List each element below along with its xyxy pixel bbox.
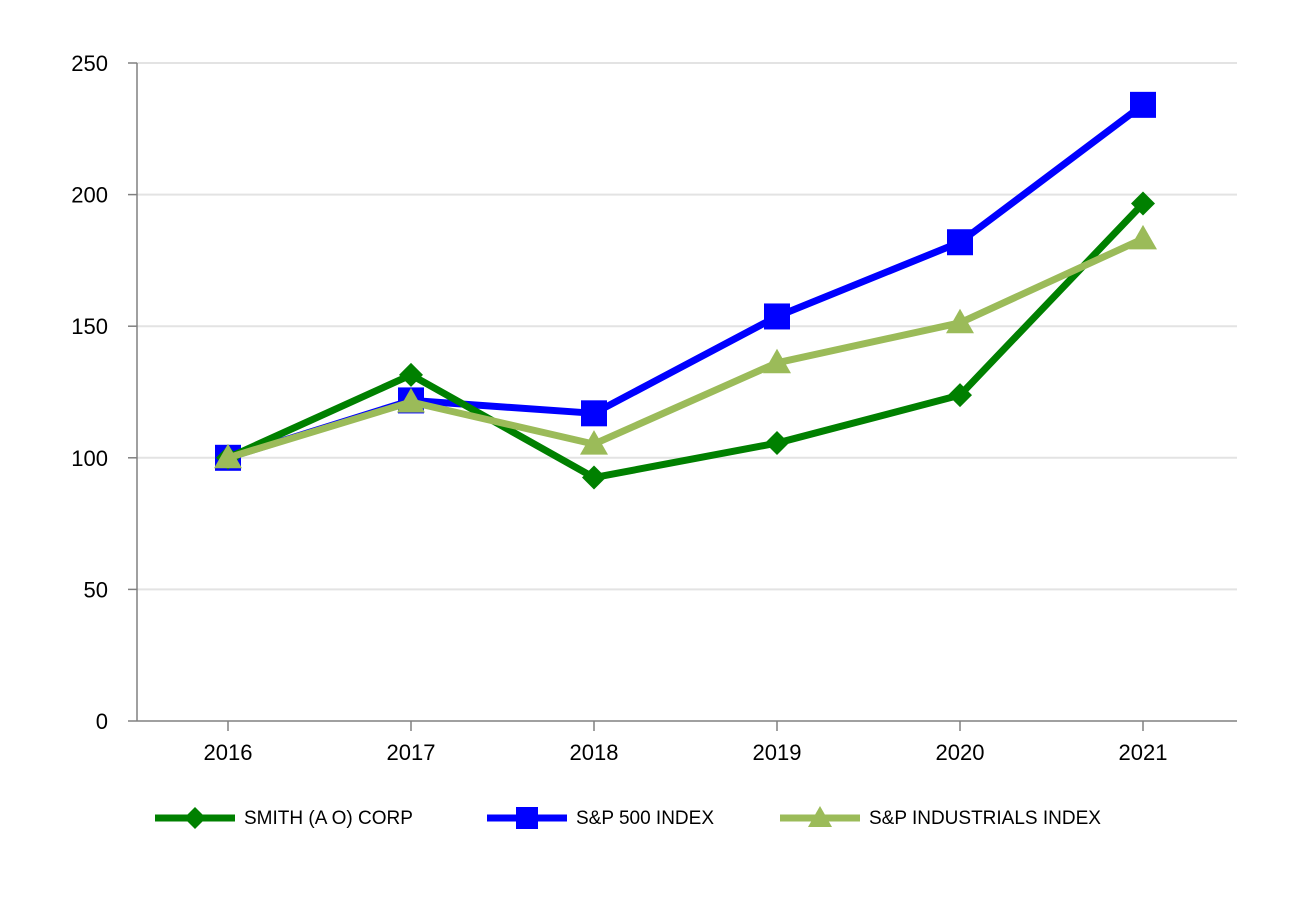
y-tick-label: 100 [71, 446, 108, 471]
data-point-square [947, 229, 973, 256]
data-point-diamond [948, 383, 972, 408]
legend-item: S&P INDUSTRIALS INDEX [780, 806, 1101, 829]
x-tick-label: 2019 [753, 740, 802, 765]
series-1 [215, 91, 1156, 471]
data-point-diamond [765, 431, 789, 456]
legend-label: SMITH (A O) CORP [244, 808, 413, 829]
y-tick-label: 150 [71, 314, 108, 339]
series-0 [216, 191, 1155, 490]
y-tick-label: 0 [96, 709, 108, 734]
legend-swatch-marker [808, 806, 832, 827]
axes [128, 62, 1237, 731]
legend: SMITH (A O) CORP S&P 500 INDEX S&P INDUSTR… [155, 806, 1101, 829]
legend-item: S&P 500 INDEX [487, 807, 714, 829]
legend-swatch-marker [516, 807, 538, 829]
data-point-triangle [580, 430, 608, 455]
data-point-square [1130, 91, 1156, 118]
data-point-triangle [397, 388, 425, 413]
legend-item: SMITH (A O) CORP [155, 807, 413, 829]
x-tick-label: 2020 [936, 740, 985, 765]
y-axis-tick-labels: 0 50 100 150 200 250 [71, 51, 108, 734]
series-line [224, 235, 1147, 462]
x-tick-label: 2017 [387, 740, 436, 765]
y-tick-label: 250 [71, 51, 108, 76]
series-lines [214, 91, 1157, 490]
data-point-triangle [763, 348, 791, 374]
x-axis-tick-labels: 2016 2017 2018 2019 2020 2021 [204, 740, 1168, 765]
x-tick-label: 2018 [570, 740, 619, 765]
series-2 [214, 224, 1157, 469]
gridlines [137, 62, 1237, 591]
data-point-diamond [1131, 191, 1155, 216]
data-point-triangle [214, 443, 242, 469]
data-point-triangle [946, 308, 974, 334]
x-tick-label: 2021 [1119, 740, 1168, 765]
data-point-diamond [399, 362, 423, 387]
x-tick-label: 2016 [204, 740, 253, 765]
legend-label: S&P INDUSTRIALS INDEX [869, 808, 1101, 829]
legend-label: S&P 500 INDEX [576, 808, 714, 829]
y-tick-label: 50 [84, 577, 108, 602]
data-point-square [581, 400, 607, 427]
legend-swatch-marker [184, 807, 206, 829]
data-point-square [764, 303, 790, 330]
data-point-triangle [1129, 224, 1157, 250]
series-line [224, 200, 1147, 482]
data-point-diamond [582, 465, 606, 490]
y-tick-label: 200 [71, 183, 108, 208]
